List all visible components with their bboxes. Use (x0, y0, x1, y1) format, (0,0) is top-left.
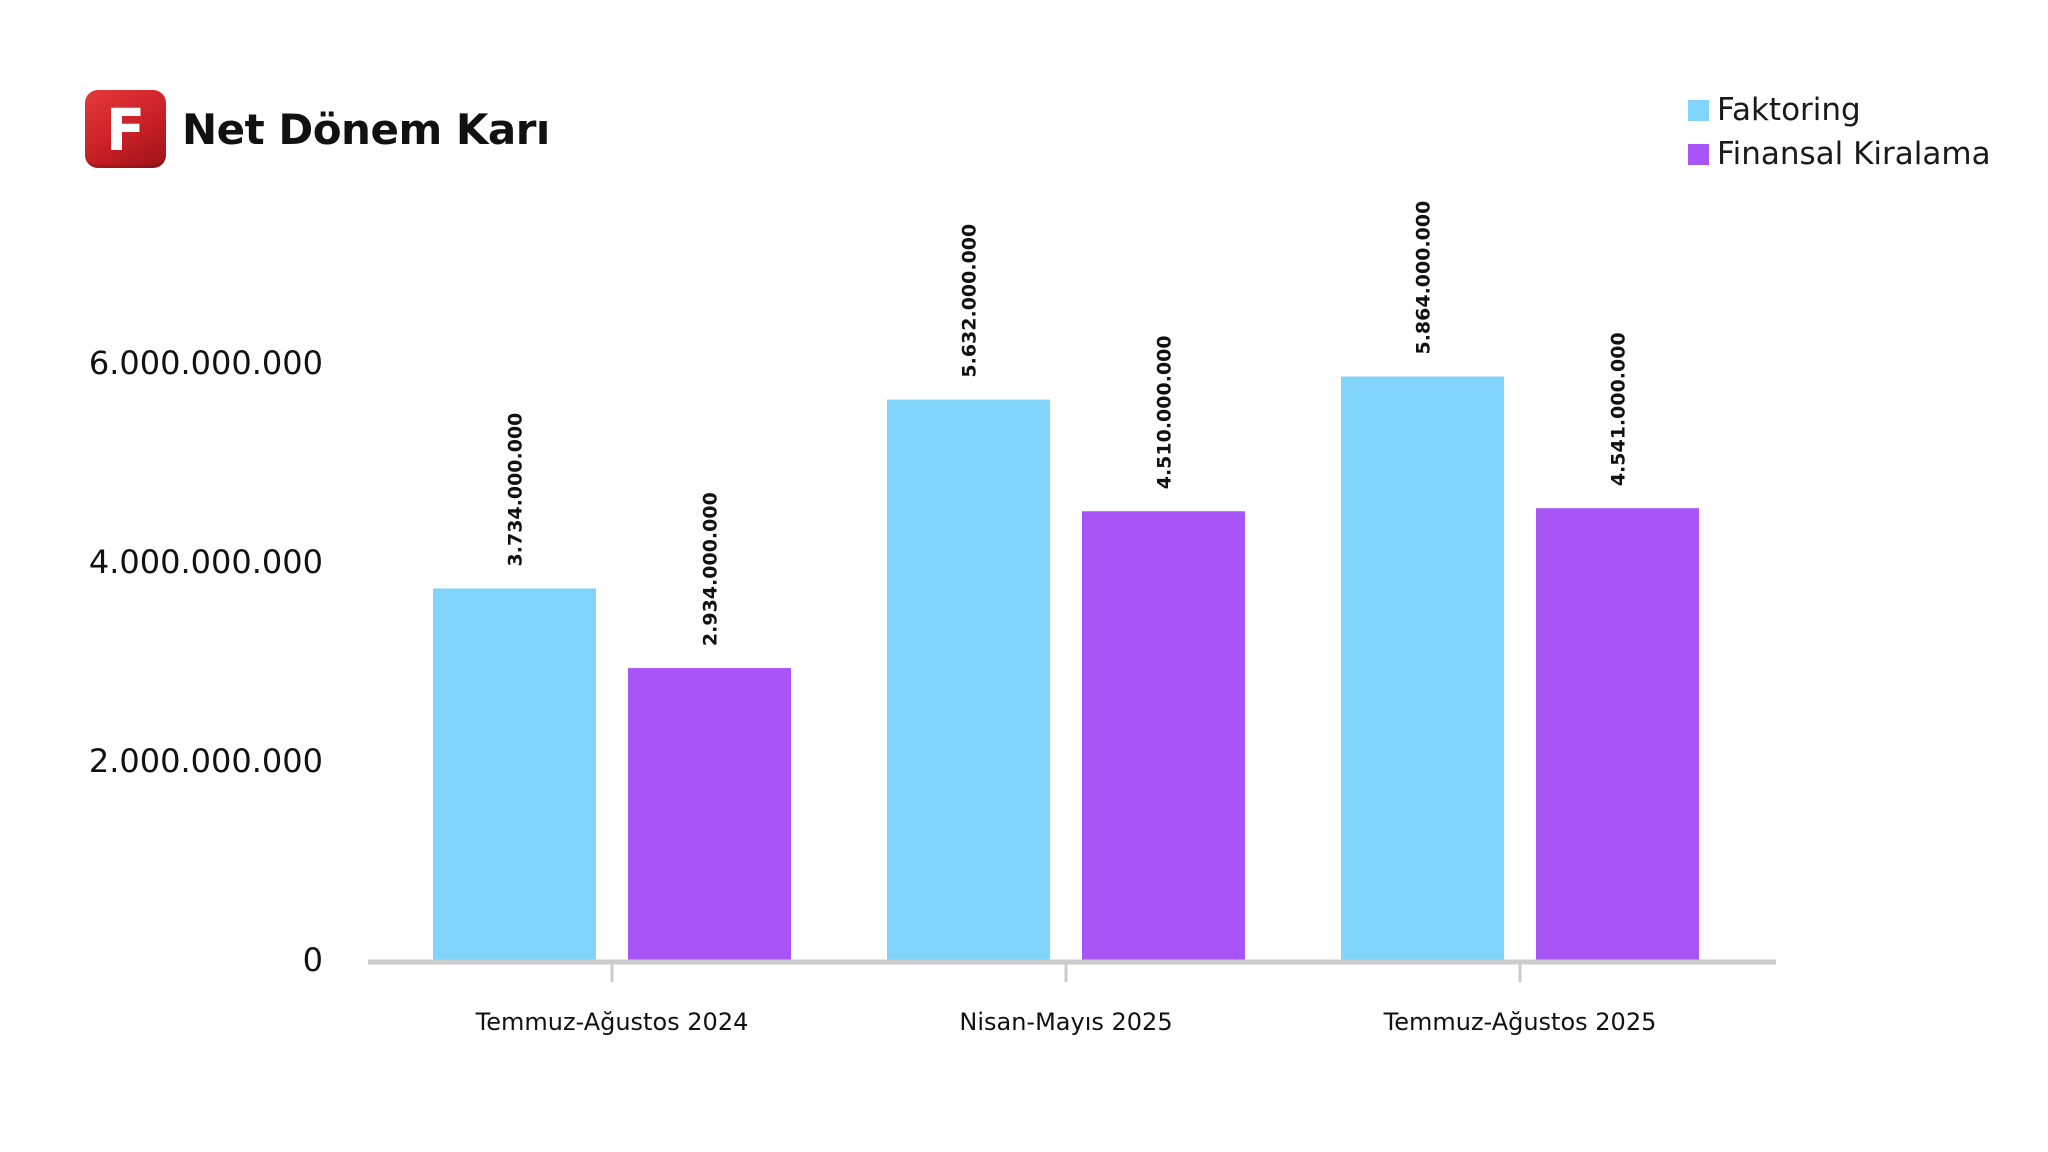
y-tick-label: 6.000.000.000 (89, 344, 323, 382)
y-tick-label: 0 (303, 941, 323, 979)
data-label: 5.632.000.000 (959, 224, 981, 378)
bar-faktoring (433, 588, 596, 960)
data-label: 4.510.000.000 (1154, 335, 1176, 489)
chart-header: F Net Dönem Karı (85, 90, 550, 168)
legend-label-finansal-kiralama: Finansal Kiralama (1717, 136, 1991, 172)
legend-item-faktoring: Faktoring (1688, 88, 1991, 132)
bar-faktoring (1341, 376, 1504, 961)
legend-swatch-faktoring (1688, 99, 1709, 121)
data-label: 4.541.000.000 (1608, 332, 1630, 486)
data-label: 2.934.000.000 (700, 492, 722, 646)
bar-faktoring (887, 399, 1050, 961)
chart-legend: Faktoring Finansal Kiralama (1688, 88, 1991, 176)
bar-finansal-kiralama (628, 668, 791, 960)
chart-title: Net Dönem Karı (182, 104, 550, 154)
logo-letter: F (105, 96, 146, 164)
bar-finansal-kiralama (1082, 511, 1245, 960)
x-tick-label: Nisan-Mayıs 2025 (959, 1008, 1172, 1036)
y-tick-label: 2.000.000.000 (89, 742, 323, 780)
x-tick-label: Temmuz-Ağustos 2025 (1383, 1008, 1657, 1036)
brand-logo: F (85, 90, 166, 168)
y-tick-label: 4.000.000.000 (89, 543, 323, 581)
legend-swatch-finansal-kiralama (1688, 143, 1709, 165)
bar-finansal-kiralama (1536, 508, 1699, 960)
legend-item-finansal-kiralama: Finansal Kiralama (1688, 132, 1991, 176)
data-label: 5.864.000.000 (1413, 201, 1435, 355)
x-tick-label: Temmuz-Ağustos 2024 (475, 1008, 749, 1036)
legend-label-faktoring: Faktoring (1717, 92, 1861, 128)
data-label: 3.734.000.000 (505, 413, 527, 567)
